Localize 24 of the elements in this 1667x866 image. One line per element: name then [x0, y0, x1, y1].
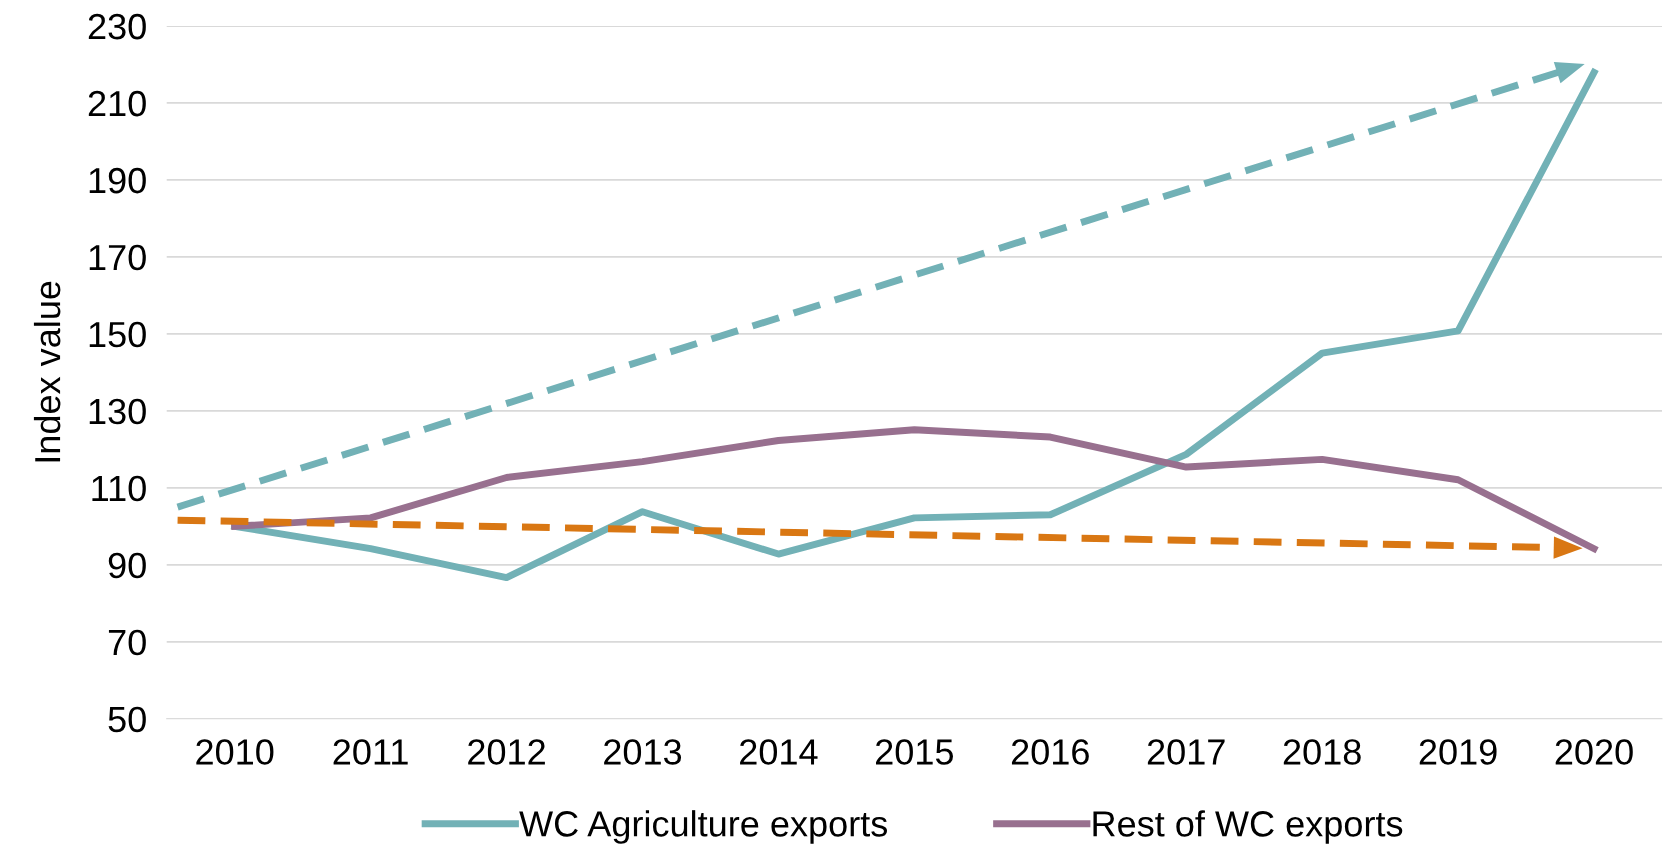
x-tick-label: 2017	[1147, 739, 1225, 765]
y-tick-label: 110	[92, 475, 146, 502]
x-tick-label: 2019	[1419, 739, 1497, 765]
y-tick-label: 90	[108, 552, 146, 579]
x-tick-label: 2012	[468, 739, 545, 765]
x-tick-label: 2010	[196, 739, 274, 765]
legend-label: Rest of WC exports	[1093, 810, 1403, 844]
y-tick-label: 230	[88, 13, 146, 40]
x-tick-label: 2018	[1283, 739, 1361, 765]
x-tick-label: 2020	[1555, 739, 1633, 765]
x-tick-label: 2013	[604, 739, 682, 765]
legend-label: WC Agriculture exports	[519, 810, 887, 844]
y-tick-label: 150	[89, 321, 146, 348]
y-tick-label: 50	[108, 706, 146, 733]
y-tick-label: 190	[89, 167, 146, 194]
y-axis-title: Index value	[33, 281, 61, 462]
y-tick-label: 170	[89, 244, 146, 271]
x-tick-label: 2011	[333, 739, 408, 765]
y-tick-label: 70	[108, 629, 146, 656]
y-tick-label: 210	[88, 90, 146, 117]
y-tick-label: 130	[89, 398, 146, 425]
x-tick-label: 2016	[1011, 739, 1089, 765]
x-tick-label: 2015	[876, 739, 954, 765]
x-tick-label: 2014	[740, 739, 818, 765]
